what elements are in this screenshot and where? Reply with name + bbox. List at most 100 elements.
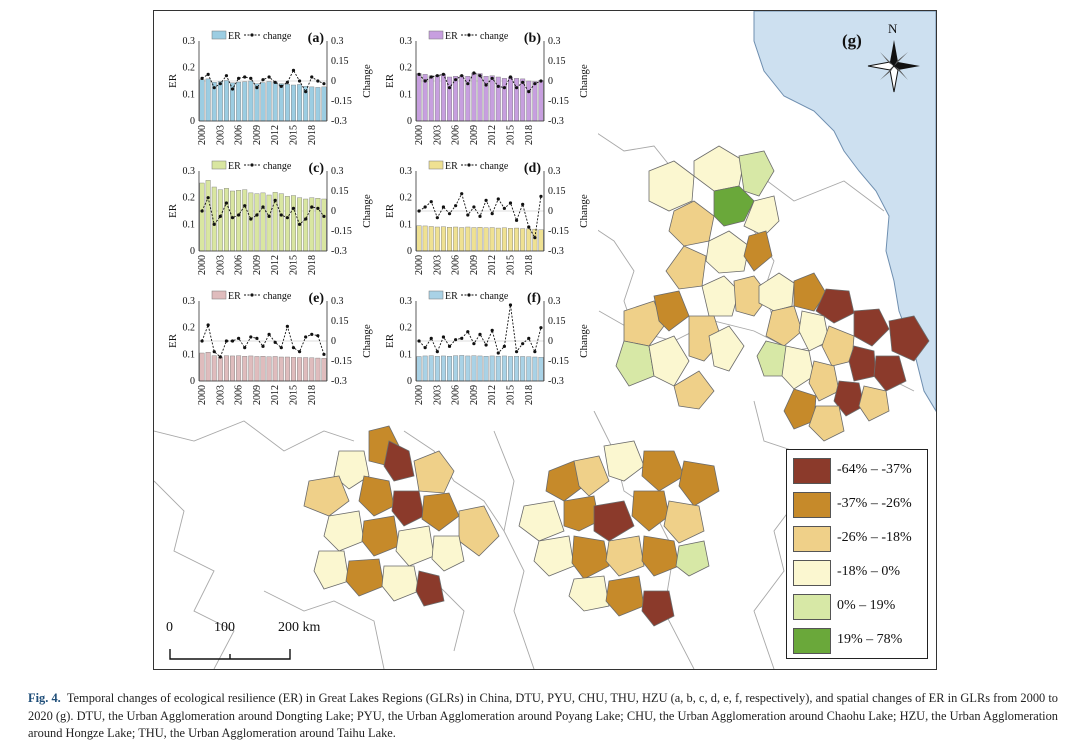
er-bar <box>230 190 235 252</box>
legend-er-label: ER <box>228 31 241 42</box>
x-tick-label: 2000 <box>414 255 425 275</box>
y2-tick-label: 0 <box>331 206 336 217</box>
change-point <box>261 205 265 209</box>
change-point <box>472 342 476 346</box>
change-point <box>304 335 308 339</box>
legend-change-label: change <box>480 161 509 172</box>
change-point <box>279 213 283 217</box>
change-point <box>533 82 537 86</box>
er-bar <box>242 189 248 252</box>
x-tick-label: 2003 <box>432 385 443 405</box>
er-bar <box>440 226 446 252</box>
er-bar <box>260 192 266 252</box>
figure-caption: Fig. 4. Temporal changes of ecological r… <box>28 690 1058 743</box>
x-tick-label: 2006 <box>234 385 245 405</box>
change-point <box>218 355 222 359</box>
change-point <box>230 216 235 220</box>
change-point <box>310 205 314 209</box>
chart-d: 0 0.1 0.2 0.3 -0.3 -0.15 0 0.15 0.3 2000 2003 2006 2… <box>384 160 590 275</box>
legend-er-label: ER <box>445 291 458 302</box>
er-bar <box>223 355 229 382</box>
change-point <box>297 222 302 226</box>
y2-tick-label: -0.15 <box>548 226 569 237</box>
x-tick-label: 2018 <box>307 385 318 405</box>
er-bar <box>428 75 434 122</box>
er-bar <box>321 198 327 252</box>
change-point <box>285 216 289 220</box>
map-figure: (g) N 0 100 200 km -64% – -37% -37% – -2… <box>153 10 937 670</box>
x-tick-label: 2003 <box>215 125 226 145</box>
y2-axis-label: Change <box>361 64 373 98</box>
change-point <box>527 90 531 94</box>
legend-swatch-1 <box>793 458 831 484</box>
y2-tick-label: 0.3 <box>548 36 561 47</box>
er-bar <box>483 227 489 252</box>
er-bar <box>199 79 205 122</box>
x-tick-label: 2003 <box>215 255 226 275</box>
chart-e: 0 0.1 0.2 0.3 -0.3 -0.15 0 0.15 0.3 2000 2003 2006 2… <box>167 290 373 405</box>
change-point <box>447 212 452 216</box>
change-point <box>472 71 476 75</box>
x-tick-label: 2015 <box>288 385 299 405</box>
er-bar <box>254 356 260 382</box>
change-line <box>418 72 542 93</box>
y-tick-label: 0.3 <box>400 36 413 47</box>
er-bar <box>520 228 526 252</box>
er-bar <box>538 357 544 382</box>
y2-tick-label: -0.3 <box>331 246 347 257</box>
er-bar <box>230 355 235 382</box>
y2-tick-label: -0.3 <box>331 376 347 387</box>
caption-label: Fig. 4. <box>28 691 61 705</box>
panel-label: (f) <box>527 291 541 306</box>
x-tick-label: 2000 <box>197 385 208 405</box>
er-bar <box>248 355 254 382</box>
change-point <box>237 213 241 217</box>
change-point <box>249 217 253 221</box>
change-point <box>466 330 470 334</box>
change-point <box>435 216 439 220</box>
er-bar <box>291 84 296 122</box>
change-point <box>212 222 216 226</box>
change-point <box>447 344 452 348</box>
x-tick-label: 2006 <box>234 125 245 145</box>
x-tick-label: 2009 <box>252 255 263 275</box>
change-point <box>429 200 433 204</box>
er-bar <box>489 227 495 252</box>
er-bar <box>321 86 327 122</box>
y-tick-label: 0 <box>407 376 412 387</box>
legend-label-1: -64% – -37% <box>837 462 912 477</box>
y2-tick-label: 0.3 <box>331 166 344 177</box>
change-point <box>527 225 531 229</box>
change-point <box>466 213 470 217</box>
change-point <box>200 339 204 343</box>
panel-label: (b) <box>524 31 541 46</box>
change-point <box>521 80 525 84</box>
legend-row-3: -26% – -18% <box>793 526 923 554</box>
change-point <box>447 86 452 90</box>
er-bar <box>447 355 452 382</box>
change-point <box>460 192 464 196</box>
legend-er-swatch <box>428 290 444 300</box>
change-line <box>418 304 542 354</box>
panel-label: (a) <box>308 31 325 46</box>
change-point <box>514 86 519 90</box>
y2-tick-label: 0 <box>548 206 553 217</box>
change-point <box>267 332 271 336</box>
legend-er-label: ER <box>228 161 241 172</box>
er-bar <box>501 355 507 382</box>
er-bar <box>266 356 272 382</box>
change-point <box>304 90 308 94</box>
er-bar <box>538 80 544 122</box>
change-point <box>508 201 513 205</box>
er-bar <box>248 192 254 252</box>
er-bar <box>284 356 290 382</box>
legend-swatch-5 <box>793 594 831 620</box>
legend-row-4: -18% – 0% <box>793 560 923 588</box>
er-bar <box>428 226 434 252</box>
er-bar <box>272 356 278 382</box>
er-bar <box>248 80 254 122</box>
change-point <box>460 336 464 340</box>
er-bar <box>514 355 520 382</box>
change-point <box>218 82 222 86</box>
y-axis-label: ER <box>167 333 179 348</box>
